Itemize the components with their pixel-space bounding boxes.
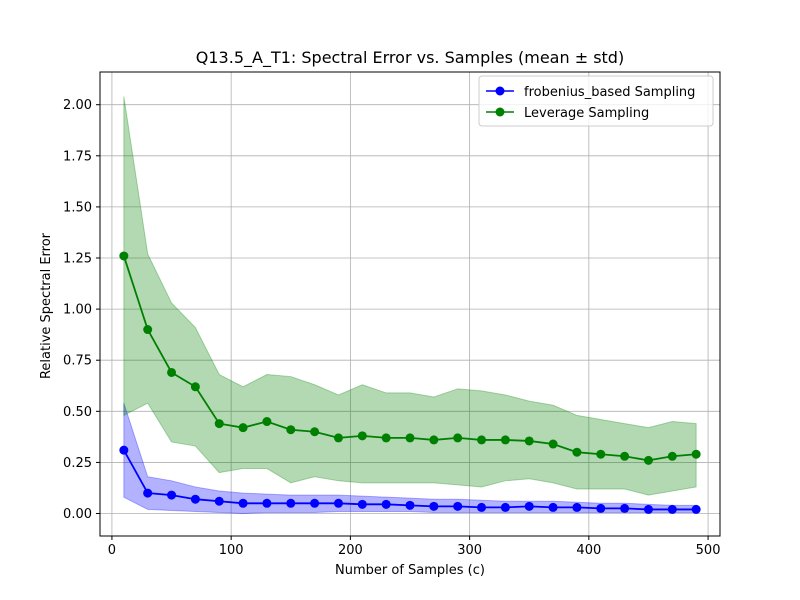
data-point-leverage	[643, 455, 653, 465]
data-point-frobenius	[286, 498, 296, 508]
y-tick-label: 2.00	[63, 98, 92, 113]
legend-label-leverage: Leverage Sampling	[524, 106, 649, 121]
x-tick-label: 200	[338, 543, 363, 558]
data-point-leverage	[262, 417, 272, 427]
plot-area: 0 100 200 300 400 500 0.00 0.25 0.50 0.75 1.00 1.25…	[63, 71, 721, 558]
y-tick-label: 1.75	[63, 149, 92, 164]
data-point-frobenius	[238, 498, 248, 508]
legend: frobenius_based Sampling Leverage Sampli…	[478, 75, 714, 127]
data-point-leverage	[477, 435, 487, 445]
data-point-leverage	[691, 449, 701, 459]
data-point-leverage	[548, 439, 558, 449]
y-tick-label: 1.00	[63, 303, 92, 318]
x-tick-label: 100	[219, 543, 244, 558]
data-point-frobenius	[381, 499, 391, 509]
data-point-frobenius	[190, 494, 200, 504]
data-point-leverage	[238, 423, 248, 433]
data-point-leverage	[381, 433, 391, 443]
data-point-frobenius	[500, 502, 510, 512]
data-point-leverage	[572, 447, 582, 457]
data-point-frobenius	[214, 496, 224, 506]
y-tick-label: 0.50	[63, 405, 92, 420]
data-point-frobenius	[596, 503, 606, 513]
data-point-frobenius	[405, 500, 415, 510]
data-point-leverage	[500, 435, 510, 445]
x-tick-label: 300	[457, 543, 482, 558]
data-point-leverage	[214, 419, 224, 429]
data-point-frobenius	[357, 499, 367, 509]
data-point-leverage	[119, 251, 129, 261]
std-band-leverage	[123, 96, 697, 496]
data-point-frobenius	[143, 488, 153, 498]
y-tick-label: 0.25	[63, 456, 92, 471]
data-point-frobenius	[333, 498, 343, 508]
data-point-leverage	[167, 367, 177, 377]
data-point-leverage	[310, 427, 320, 437]
x-tick-label: 400	[576, 543, 601, 558]
data-point-leverage	[357, 431, 367, 441]
chart-title: Q13.5_A_T1: Spectral Error vs. Samples (…	[196, 48, 624, 68]
y-axis-label: Relative Spectral Error	[39, 232, 54, 379]
data-point-frobenius	[119, 445, 129, 455]
data-point-frobenius	[643, 504, 653, 514]
data-point-frobenius	[477, 502, 487, 512]
y-tick-label: 1.25	[63, 252, 92, 267]
data-point-leverage	[143, 325, 153, 335]
y-tick-label: 0.00	[63, 507, 92, 522]
data-point-leverage	[524, 436, 534, 446]
legend-marker-frobenius	[495, 86, 505, 96]
x-tick-label: 500	[696, 543, 721, 558]
data-point-frobenius	[167, 490, 177, 500]
data-point-leverage	[667, 451, 677, 461]
data-point-frobenius	[429, 501, 439, 511]
axes-frame	[99, 71, 721, 537]
data-point-leverage	[620, 451, 630, 461]
data-point-leverage	[596, 449, 606, 459]
data-point-frobenius	[262, 498, 272, 508]
legend-box	[478, 75, 714, 127]
data-point-frobenius	[453, 501, 463, 511]
data-point-frobenius	[691, 504, 701, 514]
data-point-frobenius	[548, 502, 558, 512]
data-point-leverage	[453, 433, 463, 443]
data-point-frobenius	[667, 504, 677, 514]
data-point-leverage	[405, 433, 415, 443]
x-axis-label: Number of Samples (c)	[335, 563, 485, 578]
data-point-leverage	[429, 435, 439, 445]
y-tick-label: 1.50	[63, 200, 92, 215]
data-point-frobenius	[620, 503, 630, 513]
legend-marker-leverage	[495, 107, 505, 117]
data-point-leverage	[333, 433, 343, 443]
y-tick-label: 0.75	[63, 354, 92, 369]
data-point-frobenius	[524, 501, 534, 511]
legend-label-frobenius: frobenius_based Sampling	[524, 85, 695, 100]
x-tick-label: 0	[108, 543, 116, 558]
data-point-leverage	[190, 382, 200, 392]
data-point-leverage	[286, 425, 296, 435]
data-point-frobenius	[572, 502, 582, 512]
data-point-frobenius	[310, 498, 320, 508]
